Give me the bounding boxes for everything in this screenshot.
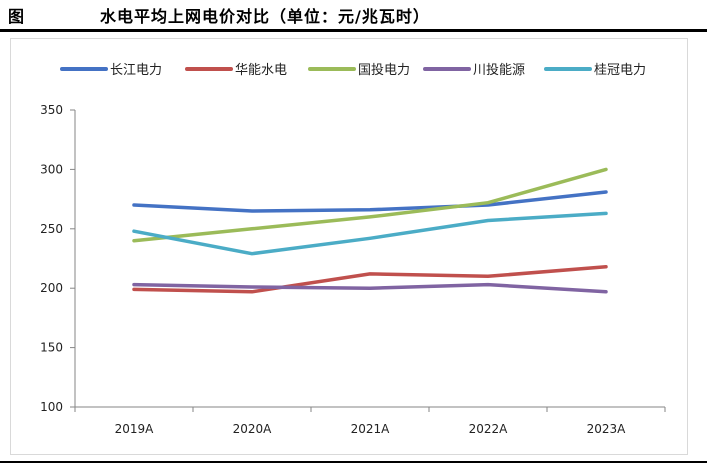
y-tick-label: 200	[40, 281, 63, 295]
figure-header: 图 水电平均上网电价对比（单位：元/兆瓦时）	[0, 0, 707, 30]
figure-title: 水电平均上网电价对比（单位：元/兆瓦时）	[100, 7, 430, 26]
figure-label: 图	[8, 7, 25, 26]
x-tick-label: 2022A	[469, 422, 509, 436]
y-tick-label: 100	[40, 400, 63, 414]
series-line	[132, 265, 608, 294]
series-line	[132, 211, 608, 256]
y-tick-label: 350	[40, 103, 63, 117]
legend-label: 华能水电	[235, 63, 287, 78]
legend-label: 国投电力	[358, 62, 410, 78]
x-tick-label: 2023A	[587, 422, 627, 436]
series-line	[132, 190, 608, 213]
series-line	[132, 167, 608, 243]
y-tick-label: 300	[40, 162, 63, 176]
bottom-rule	[0, 461, 707, 463]
legend-label: 长江电力	[110, 63, 162, 78]
x-tick-label: 2020A	[233, 422, 273, 436]
series-line	[132, 282, 608, 294]
x-tick-label: 2021A	[351, 422, 391, 436]
y-tick-label: 250	[40, 222, 63, 236]
top-rule	[0, 29, 707, 32]
y-tick-label: 150	[40, 341, 63, 355]
x-tick-label: 2019A	[115, 422, 155, 436]
chart-frame	[10, 38, 688, 455]
legend-label: 川投能源	[473, 62, 525, 78]
legend-label: 桂冠电力	[594, 63, 646, 78]
